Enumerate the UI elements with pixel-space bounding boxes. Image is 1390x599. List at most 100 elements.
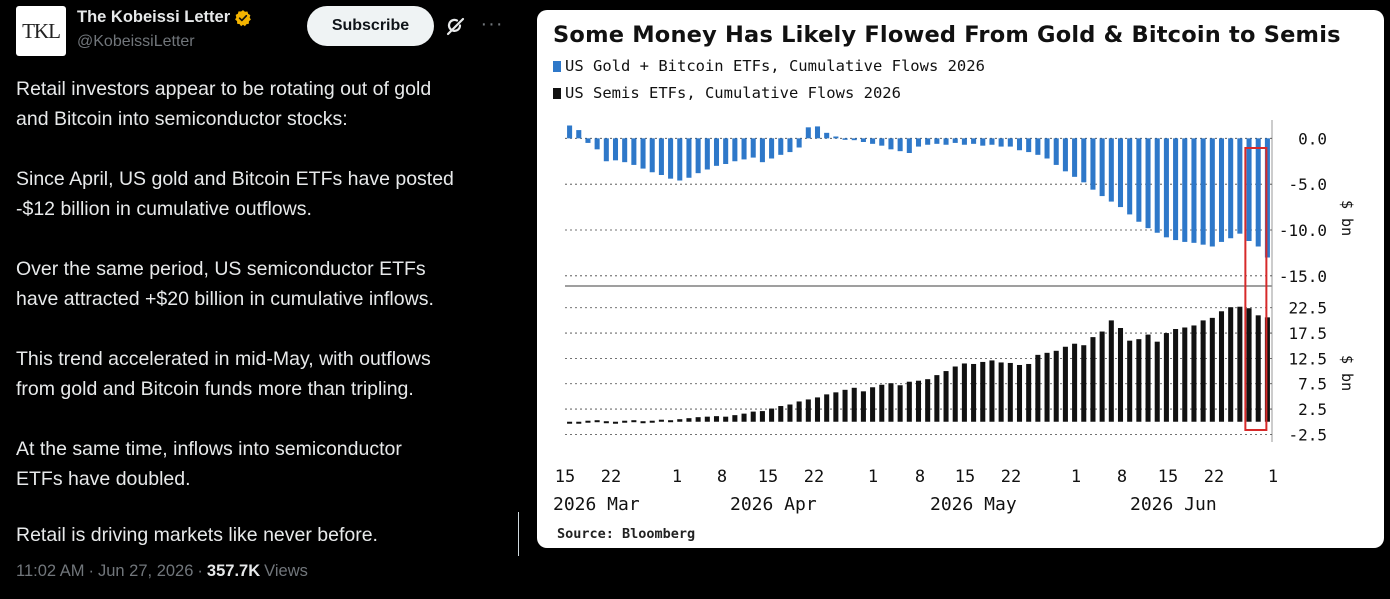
semis-bar	[1218, 311, 1225, 422]
semis-bar	[1246, 308, 1252, 422]
x-tick-label: 1	[672, 467, 682, 487]
gold-btc-bar	[769, 138, 775, 159]
semis-bar	[585, 420, 591, 423]
semis-bar	[1016, 364, 1023, 422]
semis-bar	[1163, 333, 1169, 422]
gold-btc-bar	[879, 138, 885, 146]
legend-label: US Semis ETFs, Cumulative Flows 2026	[565, 84, 901, 102]
gold-btc-bar	[658, 138, 664, 175]
y-tick-label: -2.5	[1288, 425, 1327, 444]
semis-bar	[723, 416, 729, 422]
gold-btc-bar	[1035, 138, 1041, 155]
tweet-line: ETFs have doubled.	[16, 468, 191, 490]
author-avatar[interactable]: TKL	[16, 6, 66, 56]
tweet-line: Over the same period, US semiconductor E…	[16, 258, 426, 280]
tweet-line: Retail investors appear to be rotating o…	[16, 78, 432, 100]
y-tick-label: 0.0	[1298, 129, 1327, 148]
semis-bar	[952, 366, 958, 422]
semis-bar	[925, 379, 931, 422]
tweet-time[interactable]: 11:02 AM	[16, 562, 85, 580]
gold-btc-bar	[833, 136, 839, 139]
author-handle[interactable]: @KobeissiLetter	[77, 33, 195, 50]
tweet-line: Since April, US gold and Bitcoin ETFs ha…	[16, 168, 454, 190]
tweet-paragraph-1: Retail investors appear to be rotating o…	[16, 74, 516, 134]
y-tick-label: -15.0	[1279, 267, 1327, 286]
y-tick-label: 17.5	[1288, 324, 1327, 343]
x-tick-label: 15	[758, 467, 778, 487]
semis-bar	[1081, 345, 1087, 422]
meta-separator: ·	[88, 562, 95, 580]
views-label: Views	[264, 562, 308, 580]
semis-bar	[1099, 331, 1105, 422]
gold-btc-bar	[1044, 138, 1050, 159]
semis-bar	[1035, 354, 1041, 422]
x-tick-label: 22	[601, 467, 621, 487]
gold-btc-bar	[796, 138, 802, 148]
author-name[interactable]: The Kobeissi Letter	[77, 8, 231, 26]
semis-bar	[1209, 317, 1215, 422]
gold-btc-bar	[860, 138, 866, 142]
semis-bar	[897, 385, 903, 422]
semis-bar	[622, 420, 628, 423]
gold-btc-bar	[649, 138, 655, 173]
semis-bar	[824, 394, 830, 422]
semis-bar	[851, 387, 857, 422]
meta-separator: ·	[197, 562, 203, 580]
gold-btc-bar	[1007, 138, 1013, 147]
gold-btc-bar	[1062, 138, 1068, 172]
chart-image-card[interactable]: Some Money Has Likely Flowed From Gold &…	[537, 10, 1384, 548]
semis-bar	[713, 416, 720, 422]
more-options-icon[interactable]: ···	[480, 13, 504, 35]
semis-bar	[860, 391, 866, 422]
gold-btc-bar	[723, 138, 729, 164]
tweet-paragraph-3: Over the same period, US semiconductor E…	[16, 254, 516, 314]
gold-btc-bar	[851, 138, 857, 141]
legend-swatch-blue	[553, 60, 561, 72]
gold-btc-bar	[612, 138, 619, 161]
gold-btc-bar	[989, 138, 995, 145]
verified-badge-icon	[235, 9, 251, 26]
semis-bar	[704, 416, 710, 422]
semis-bar	[668, 420, 674, 423]
semis-bar	[1127, 340, 1133, 422]
semis-bar	[686, 418, 692, 422]
x-tick-label: 22	[1001, 467, 1021, 487]
gold-btc-bar	[925, 138, 931, 145]
semis-bar	[594, 420, 600, 423]
gold-btc-bar	[814, 126, 821, 139]
semis-bar	[915, 380, 922, 422]
gold-btc-bar	[695, 138, 701, 174]
gold-btc-bar	[1145, 138, 1151, 229]
gold-btc-bar	[1016, 138, 1023, 151]
gold-btc-bar	[686, 138, 692, 178]
gold-btc-bar	[1255, 138, 1261, 247]
x-tick-label: 15	[1158, 467, 1178, 487]
gold-btc-bar	[567, 125, 573, 139]
subscribe-button[interactable]: Subscribe	[307, 6, 434, 46]
x-tick-label: 8	[717, 467, 727, 487]
x-tick-label: 22	[1204, 467, 1224, 487]
chart-title: Some Money Has Likely Flowed From Gold &…	[553, 22, 1341, 48]
gold-btc-bar	[934, 138, 940, 144]
semis-bar	[1255, 315, 1261, 422]
gold-btc-bar	[1264, 138, 1270, 258]
semis-bar	[1145, 334, 1151, 422]
semis-bar	[961, 363, 967, 422]
y-tick-label: -10.0	[1279, 221, 1327, 240]
grok-icon[interactable]	[444, 15, 468, 39]
semis-bar	[1044, 352, 1050, 422]
gold-btc-bar	[778, 138, 784, 155]
gold-btc-bar	[603, 138, 609, 162]
tweet-date[interactable]: Jun 27, 2026	[98, 562, 194, 580]
semis-bar	[1182, 327, 1188, 422]
gold-btc-bar	[631, 138, 637, 165]
x-month-label: 2026 Jun	[1130, 494, 1217, 515]
semis-bar	[989, 360, 995, 422]
gold-btc-bar	[1154, 138, 1160, 233]
semis-bar	[1154, 341, 1160, 422]
y-tick-label: 2.5	[1298, 400, 1327, 419]
y-axis-unit-label: $ bn	[1338, 355, 1356, 391]
semis-bar	[934, 375, 940, 422]
semis-bar	[1200, 320, 1206, 422]
gold-btc-bar	[1090, 138, 1096, 190]
